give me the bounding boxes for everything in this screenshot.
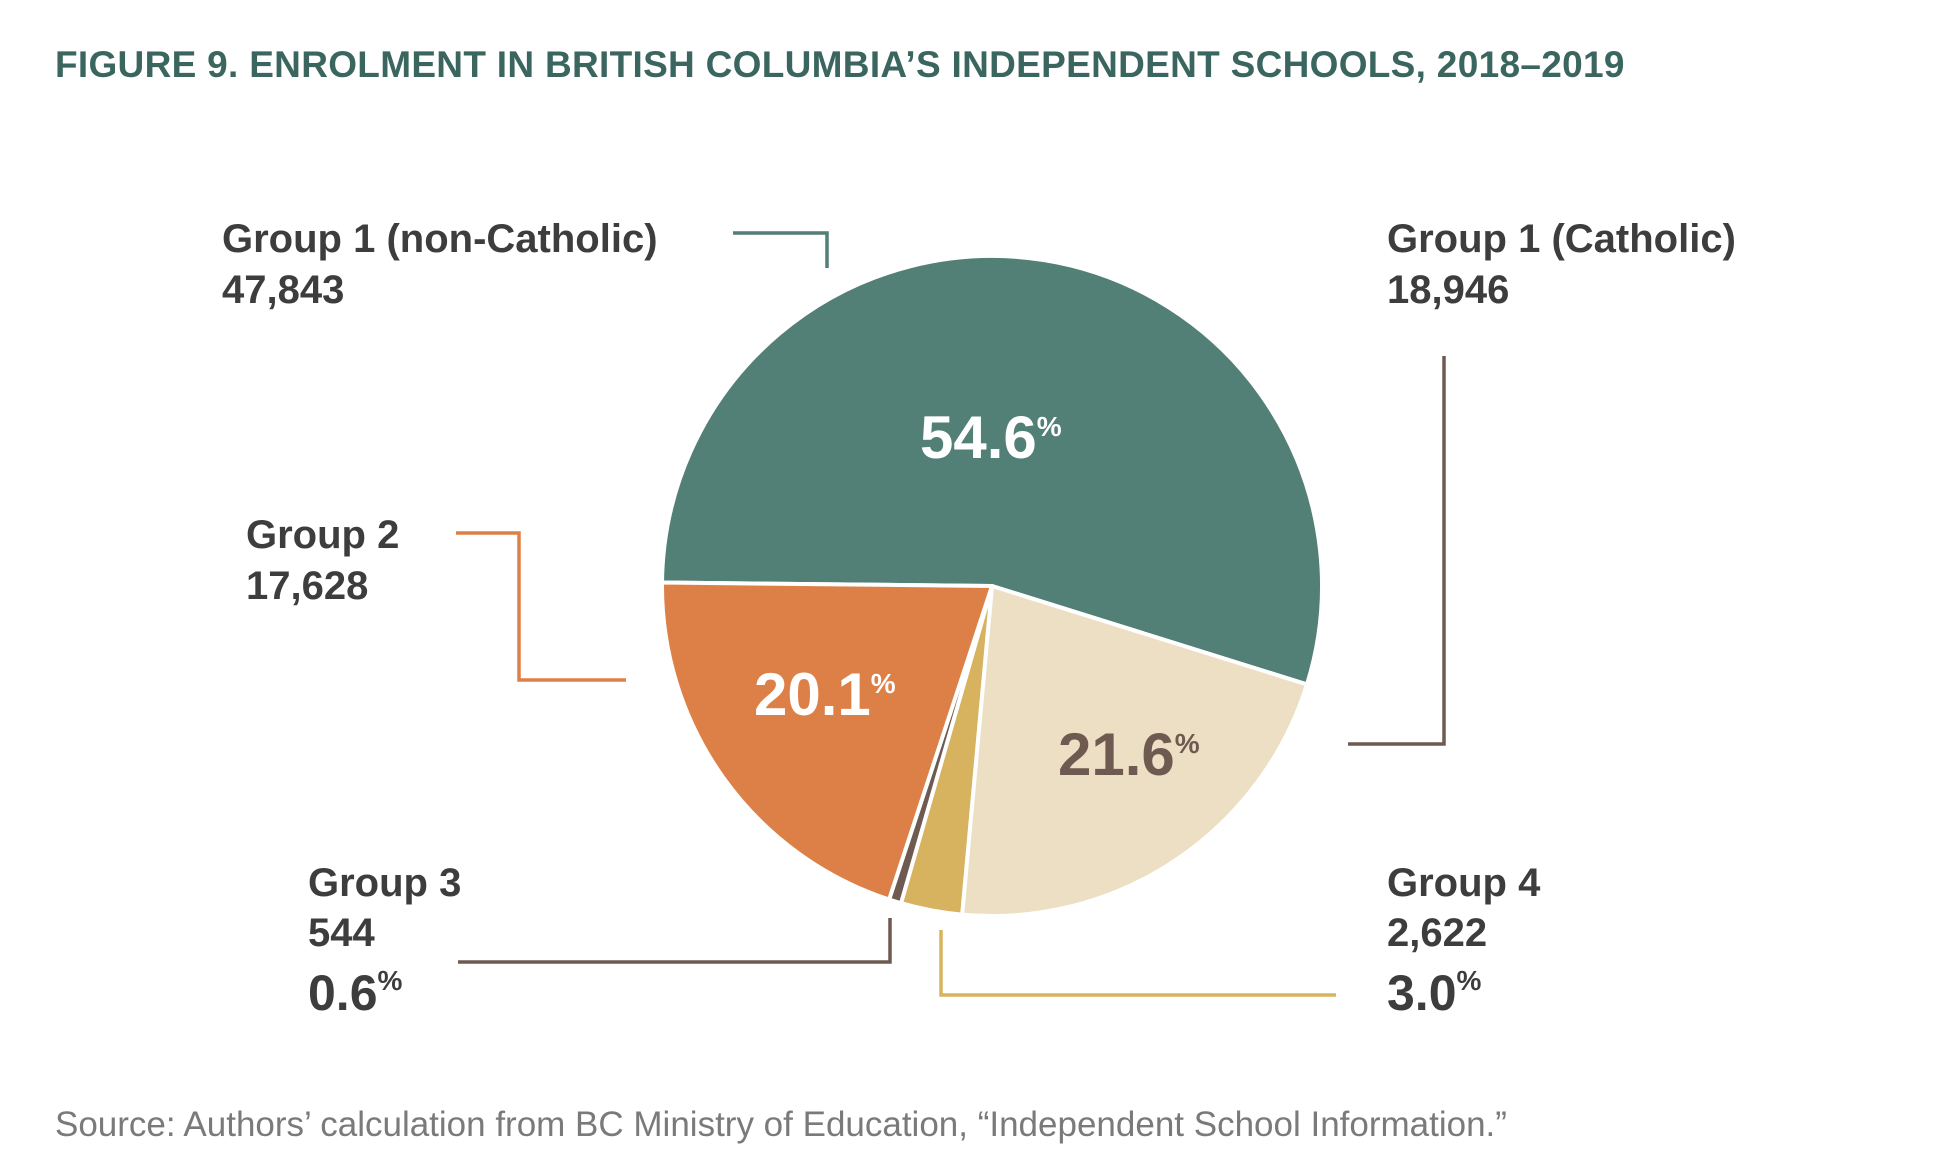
label-count-group1-noncatholic: 47,843 (222, 268, 344, 312)
label-count-group2: 17,628 (246, 564, 368, 608)
slice-pct-label-group2: 20.1% (754, 661, 896, 728)
leader-line-group2 (456, 531, 626, 682)
pie-slice-group2 (660, 580, 994, 902)
chart-title: FIGURE 9. ENROLMENT IN BRITISH COLUMBIA’… (55, 44, 1625, 85)
leader-line-group3 (458, 918, 892, 964)
label-count-group1-catholic: 18,946 (1387, 268, 1509, 312)
label-pct-group4: 3.0% (1387, 965, 1482, 1021)
leader-line-group1-catholic (1348, 356, 1446, 746)
source-note: Source: Authors’ calculation from BC Min… (55, 1105, 1507, 1144)
leader-line-group4 (939, 930, 1336, 997)
label-pct-group3: 0.6% (308, 965, 403, 1021)
label-count-group4: 2,622 (1387, 911, 1487, 955)
label-count-group3: 544 (308, 911, 375, 955)
slice-pct-label-group1-catholic: 21.6% (1058, 721, 1200, 788)
label-name-group1-catholic: Group 1 (Catholic) (1387, 217, 1736, 261)
label-name-group1-noncatholic: Group 1 (non-Catholic) (222, 217, 658, 261)
pie-slice-group1-noncatholic (660, 253, 1324, 687)
label-name-group3: Group 3 (308, 861, 461, 905)
label-name-group2: Group 2 (246, 513, 399, 557)
leader-lines (456, 231, 1446, 997)
slice-pct-label-group1-noncatholic: 54.6% (920, 404, 1062, 471)
label-name-group4: Group 4 (1387, 861, 1541, 905)
leader-line-group1-noncatholic (733, 231, 829, 268)
pie-slice-group1-catholic (960, 584, 1309, 918)
pie-slices (660, 253, 1324, 918)
